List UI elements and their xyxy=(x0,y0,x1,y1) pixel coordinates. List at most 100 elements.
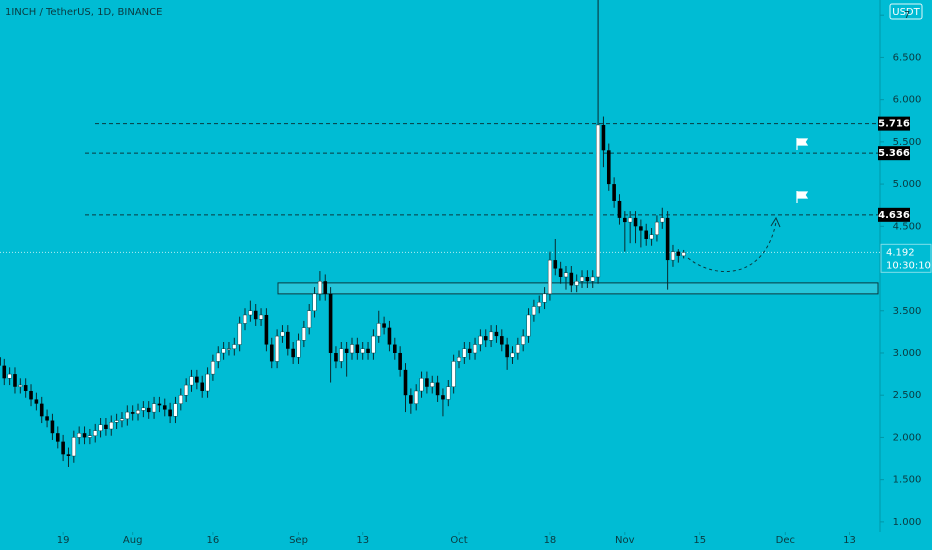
candle-body xyxy=(456,357,461,362)
candle-body xyxy=(13,374,17,387)
candle-body xyxy=(34,399,39,404)
y-tick-label: 5.000 xyxy=(893,179,922,190)
y-tick-label: 4.500 xyxy=(893,221,922,232)
candle-body xyxy=(136,410,141,414)
countdown: 10:30:10 xyxy=(886,260,931,271)
candle-body xyxy=(606,150,611,185)
candle-body xyxy=(243,314,248,324)
candle-body xyxy=(419,378,424,392)
candle-body xyxy=(382,323,386,328)
candle-body xyxy=(264,314,269,345)
candle-body xyxy=(596,124,601,278)
candle-body xyxy=(344,348,349,353)
x-tick-label: Dec xyxy=(776,535,795,546)
candle-body xyxy=(114,420,119,423)
candle-body xyxy=(376,323,381,337)
y-tick-label: 2.000 xyxy=(893,432,922,443)
level-label-box xyxy=(878,207,910,222)
candle-body xyxy=(360,348,365,354)
x-tick-label: Sep xyxy=(289,535,308,546)
candle-body xyxy=(77,433,82,438)
candle-body xyxy=(462,348,467,358)
candle-body xyxy=(18,384,23,387)
candle-body xyxy=(515,344,520,354)
candle-body xyxy=(2,365,7,379)
candle-body xyxy=(221,348,226,354)
candle-body xyxy=(87,435,92,438)
candle-body xyxy=(45,416,49,421)
level-label: 5.716 xyxy=(878,119,910,130)
candle-body xyxy=(355,344,360,353)
flag-icon xyxy=(796,138,809,150)
level-label-box xyxy=(878,146,910,161)
candle-body xyxy=(654,221,659,235)
candle-body xyxy=(414,390,419,404)
candle-body xyxy=(665,217,670,261)
candle-body xyxy=(130,412,135,414)
x-tick-label: 19 xyxy=(57,535,70,546)
candle-body xyxy=(104,424,108,429)
candle-body xyxy=(195,376,199,383)
x-tick-label: Oct xyxy=(450,535,467,546)
candle-body xyxy=(670,251,675,261)
candle-body xyxy=(248,310,253,316)
candle-body xyxy=(328,293,333,353)
x-tick-label: 18 xyxy=(544,535,557,546)
candle-body xyxy=(483,336,488,341)
candles xyxy=(0,0,686,467)
x-tick-label: Aug xyxy=(123,535,143,546)
candle-body xyxy=(398,352,402,370)
candle-body xyxy=(623,217,627,223)
y-tick-label: 3.000 xyxy=(893,348,922,359)
candle-body xyxy=(93,430,98,436)
candle-body xyxy=(441,395,445,400)
candle-body xyxy=(141,407,146,411)
candle-body xyxy=(200,382,205,391)
candle-body xyxy=(617,200,622,218)
candle-body xyxy=(542,293,547,303)
arrow-head xyxy=(770,216,781,228)
x-tick-label: 15 xyxy=(693,535,706,546)
candle-body xyxy=(280,331,285,337)
candle-body xyxy=(237,323,242,345)
candle-body xyxy=(628,217,633,223)
candle-body xyxy=(7,373,12,379)
y-tick-label: 5.500 xyxy=(893,137,922,148)
candle-body xyxy=(119,418,124,421)
candle-body xyxy=(296,340,301,358)
candle-body xyxy=(339,348,344,362)
candle-body xyxy=(371,335,376,354)
candle-body xyxy=(312,293,317,311)
candle-body xyxy=(660,217,665,223)
level-label: 5.366 xyxy=(878,148,910,159)
candle-body xyxy=(157,403,162,406)
y-tick-label: 1.500 xyxy=(893,475,922,486)
candle-body xyxy=(189,376,194,386)
candle-body xyxy=(259,314,264,320)
flag-icon xyxy=(796,191,809,203)
candle-body xyxy=(286,331,290,349)
candle-body xyxy=(531,306,536,316)
candle-body xyxy=(71,437,76,457)
y-tick-label: 1.000 xyxy=(893,517,922,528)
candle-body xyxy=(184,384,189,396)
candle-body xyxy=(275,335,280,362)
candle-body xyxy=(585,276,590,282)
candle-body xyxy=(574,281,579,286)
candle-body xyxy=(409,395,413,404)
candle-body xyxy=(612,184,616,201)
candle-body xyxy=(505,344,509,358)
candle-body xyxy=(425,378,429,387)
candle-body xyxy=(307,310,312,328)
candle-body xyxy=(173,403,178,417)
candle-body xyxy=(580,276,585,282)
candle-body xyxy=(644,230,649,239)
candle-body xyxy=(146,407,151,413)
candle-body xyxy=(451,361,456,387)
flags xyxy=(796,138,809,203)
candle-body xyxy=(526,314,531,337)
candle-body xyxy=(301,327,306,341)
candle-body xyxy=(55,433,60,442)
candle-body xyxy=(387,327,392,345)
